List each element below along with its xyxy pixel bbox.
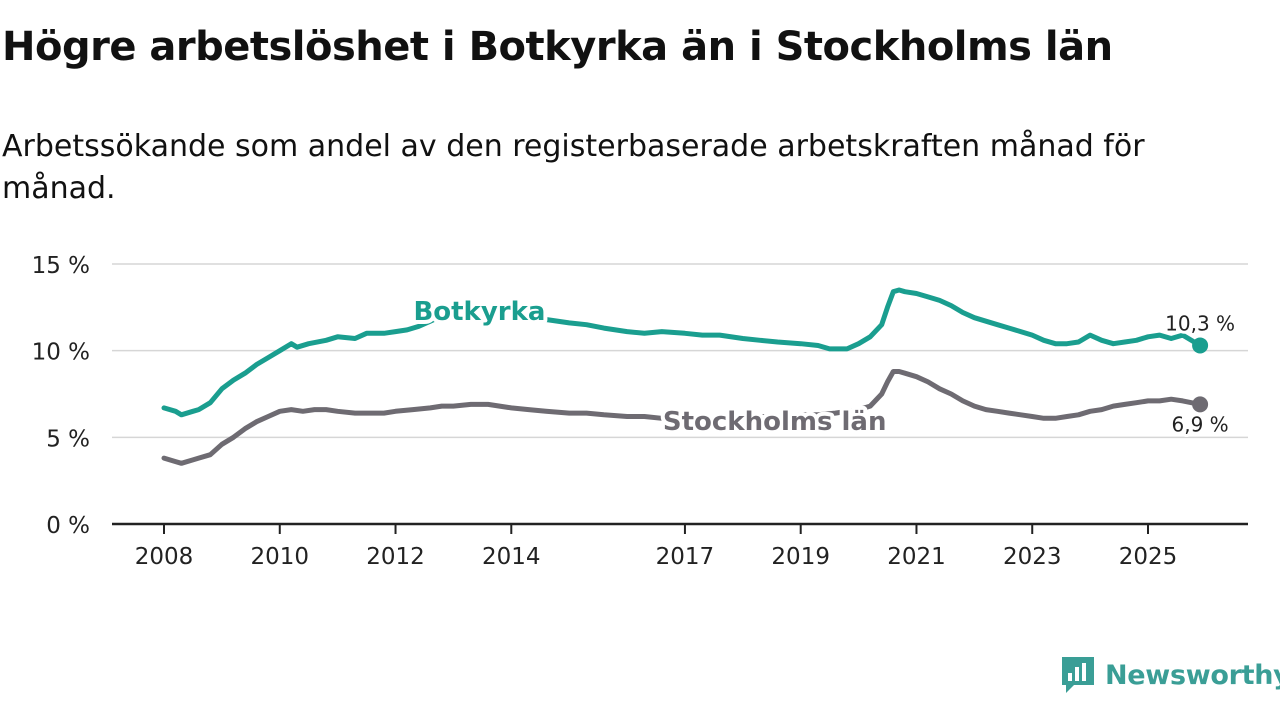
y-axis: 0 % 5 % 10 % 15 % [32,253,90,539]
series-name-halo: Stockholms län [663,407,887,437]
x-tick-label: 2012 [366,544,425,570]
series-name-label: Stockholms län [663,407,887,437]
end-value-halo: 6,9 % [1172,412,1229,436]
x-tick-label: 2021 [887,544,946,570]
series-name-halo: Botkyrka [413,297,545,327]
brand-logo: Newsworthy [1060,655,1280,695]
x-tick-label: 2008 [135,544,194,570]
series-end-dot [1192,337,1209,354]
y-tick-label: 0 % [46,513,90,539]
end-value-halo: 10,3 % [1165,311,1235,335]
y-tick-label: 5 % [46,426,90,452]
x-tick-label: 2023 [1003,544,1062,570]
end-value-label: 10,3 % [1165,311,1235,335]
x-tick-label: 2025 [1119,544,1178,570]
x-tick-label: 2017 [656,544,715,570]
x-tick-label: 2014 [482,544,541,570]
x-tick-label: 2019 [771,544,830,570]
series-end-dot [1192,396,1209,413]
chart-title: Högre arbetslöshet i Botkyrka än i Stock… [2,24,1113,70]
brand-name: Newsworthy [1105,659,1280,691]
end-value-label: 6,9 % [1172,412,1229,436]
series-lines [161,287,1209,466]
y-tick-label: 10 % [32,340,90,366]
series-line-0 [161,287,1203,418]
series-line-1 [161,369,1203,466]
series-name-label: Botkyrka [413,297,545,327]
x-tick-label: 2010 [250,544,309,570]
newsworthy-logo-icon [1062,657,1094,693]
x-axis: 2008 2010 2012 2014 2017 2019 2021 2023 2025 [112,522,1248,570]
y-tick-label: 15 % [32,253,90,279]
chart-subtitle: Arbetssökande som andel av den registerb… [2,129,1145,206]
gridlines [112,263,1248,439]
